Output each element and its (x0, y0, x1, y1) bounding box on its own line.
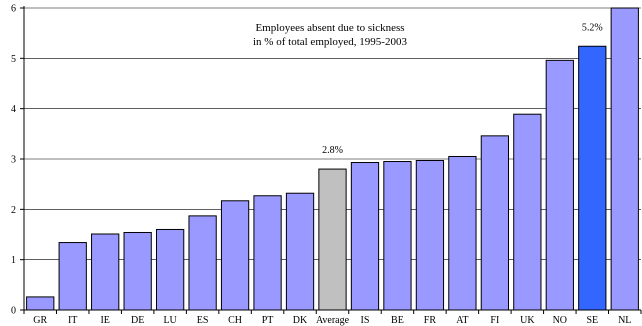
bar-average (318, 168, 347, 311)
y-tick-label: 4 (11, 104, 16, 115)
x-tick-label: NL (618, 315, 631, 326)
bar-gr (26, 296, 55, 311)
chart-subtitle: in % of total employed, 1995-2003 (253, 36, 407, 48)
data-label: 2.8% (322, 145, 343, 156)
bar-fr (415, 160, 445, 311)
y-tick-label: 5 (11, 54, 16, 65)
x-tick-label: LU (163, 315, 177, 326)
x-tick-label: DK (293, 315, 308, 326)
x-tick-label: NO (553, 315, 567, 326)
y-tick-label: 2 (11, 205, 16, 216)
x-tick-label: IS (361, 315, 370, 326)
axes (20, 6, 642, 314)
bar-be (383, 161, 412, 311)
bar-pt (253, 195, 282, 311)
bars (26, 7, 639, 311)
x-tick-label: IE (100, 315, 109, 326)
data-label: 5.2% (582, 22, 603, 33)
y-tick-label: 6 (11, 4, 16, 15)
y-tick-label: 0 (11, 306, 16, 317)
bar-lu (155, 228, 185, 311)
y-tick-label: 1 (11, 255, 16, 266)
x-tick-labels: GR IT IE DE LU ES CH PT DK Average IS BE FR AT FI UK NO S… (33, 315, 631, 326)
x-tick-label: SE (586, 315, 598, 326)
x-tick-label: FI (490, 315, 499, 326)
x-tick-label: ES (197, 315, 209, 326)
bar-es (188, 215, 217, 311)
x-tick-label: GR (33, 315, 47, 326)
bar-de (123, 231, 152, 311)
y-tick-label: 3 (11, 155, 16, 166)
bar-ie (91, 233, 120, 311)
x-tick-label: Average (316, 315, 350, 326)
x-tick-label: PT (262, 315, 274, 326)
x-tick-label: IT (68, 315, 77, 326)
x-tick-label: DE (131, 315, 144, 326)
bar-it (58, 242, 87, 311)
bar-fi (480, 135, 510, 311)
x-tick-label: UK (520, 315, 535, 326)
x-tick-label: AT (456, 315, 468, 326)
bar-ch (220, 200, 250, 311)
bar-dk (285, 192, 315, 311)
bar-is (350, 162, 380, 311)
x-tick-label: BE (391, 315, 404, 326)
bar-at (448, 155, 477, 311)
data-labels: 2.8% 5.2% (322, 22, 603, 156)
bar-se (578, 45, 607, 311)
bar-uk (513, 113, 542, 311)
x-tick-label: FR (424, 315, 437, 326)
x-tick-label: CH (228, 315, 242, 326)
y-tick-labels: 0 1 2 3 4 5 6 (11, 4, 16, 317)
bar-nl (610, 7, 639, 311)
bar-no (545, 59, 574, 311)
chart-title: Employees absent due to sickness (255, 22, 404, 34)
